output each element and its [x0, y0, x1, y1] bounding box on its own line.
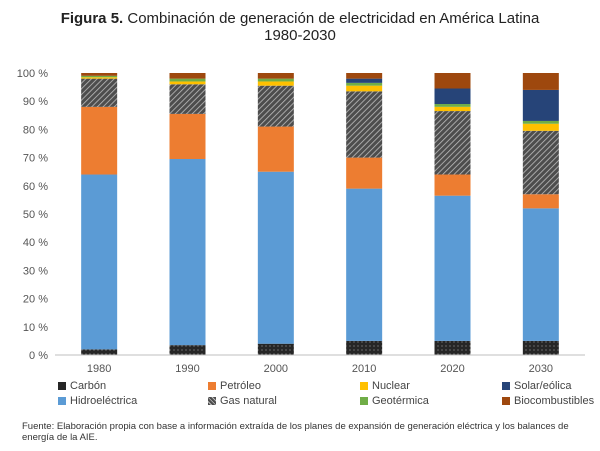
legend-item-gas: Gas natural — [208, 395, 277, 407]
bar-segment-solar-2020 — [434, 88, 471, 105]
bar-segment-geotermica-2030 — [522, 120, 559, 124]
chart-title: Figura 5. Combinación de generación de e… — [0, 10, 600, 44]
bar-segment-petroleo-2020 — [434, 174, 471, 196]
legend-label: Petróleo — [220, 380, 261, 392]
legend-swatch — [208, 397, 216, 405]
bar-segment-gas-1980 — [81, 78, 118, 107]
legend-item-solar: Solar/eólica — [502, 380, 571, 392]
bar-segment-geotermica-2010 — [346, 82, 383, 86]
y-tick-label: 50 % — [23, 209, 48, 221]
x-tick-label: 2020 — [440, 363, 464, 375]
title-text: Combinación de generación de electricida… — [127, 10, 540, 27]
x-tick-label: 2000 — [264, 363, 288, 375]
bar-segment-solar-2010 — [346, 78, 383, 83]
title-years: 1980-2030 — [264, 27, 336, 44]
legend-item-bio: Biocombustibles — [502, 395, 594, 407]
source-note: Fuente: Elaboración propia con base a in… — [22, 421, 569, 443]
legend-swatch — [360, 397, 368, 405]
y-tick-label: 70 % — [23, 153, 48, 165]
figure-label: Figura 5. — [60, 10, 124, 27]
bar-segment-carbon-2030 — [522, 340, 559, 355]
legend-label: Biocombustibles — [514, 395, 595, 407]
legend-label: Geotérmica — [372, 395, 429, 407]
legend-swatch — [208, 382, 216, 390]
bar-segment-bio-1980 — [81, 73, 118, 76]
x-axis: 1980 1990 2000 2010 2020 2030 — [55, 354, 585, 375]
legend-swatch — [58, 397, 66, 405]
bar-segment-hidro-2020 — [434, 195, 471, 341]
y-tick-label: 30 % — [23, 265, 48, 277]
y-tick-label: 40 % — [23, 237, 48, 249]
bar-segment-geotermica-2000 — [257, 78, 294, 82]
bar-segment-hidro-1990 — [169, 159, 206, 346]
legend-item-hidro: Hidroeléctrica — [58, 395, 137, 407]
legend-swatch — [58, 382, 66, 390]
bar-segment-hidro-2010 — [346, 188, 383, 341]
bar-segment-bio-2000 — [257, 73, 294, 79]
bar-segment-hidro-1980 — [81, 174, 118, 350]
y-tick-label: 100 % — [17, 68, 48, 80]
bar-segment-nuclear-2020 — [434, 106, 471, 112]
bar-segment-geotermica-2020 — [434, 104, 471, 107]
legend-label: Carbón — [70, 380, 107, 392]
legend-swatch — [502, 397, 510, 405]
x-tick-label: 1980 — [87, 363, 111, 375]
legend-label: Gas natural — [220, 395, 277, 407]
bar-segment-gas-2020 — [434, 111, 471, 175]
bar-segment-carbon-1980 — [81, 349, 118, 355]
stacked-bar-chart: 0 % 10 % 20 % 30 % 40 % 50 % 60 % 70 % 80 % 90 % 1… — [17, 68, 585, 375]
bar-segment-geotermica-1990 — [169, 78, 206, 82]
y-tick-label: 10 % — [23, 322, 48, 334]
bars — [81, 73, 559, 355]
bar-segment-nuclear-2010 — [346, 85, 383, 92]
legend-item-nuclear: Nuclear — [360, 380, 410, 392]
bar-segment-petroleo-2030 — [522, 194, 559, 209]
y-tick-label: 60 % — [23, 181, 48, 193]
legend-item-geotermica: Geotérmica — [360, 395, 429, 407]
y-axis: 0 % 10 % 20 % 30 % 40 % 50 % 60 % 70 % 80 % 90 % 1… — [17, 68, 48, 362]
bar-segment-bio-2020 — [434, 73, 471, 89]
bar-segment-gas-2030 — [522, 130, 559, 195]
bar-segment-petroleo-2010 — [346, 157, 383, 189]
bar-segment-nuclear-2030 — [522, 123, 559, 131]
bar-segment-bio-2010 — [346, 73, 383, 79]
legend-swatch — [360, 382, 368, 390]
legend-item-carbon: Carbón — [58, 380, 106, 392]
bar-segment-gas-2000 — [257, 85, 294, 127]
legend-label: Solar/eólica — [514, 380, 572, 392]
bar-segment-nuclear-2000 — [257, 81, 294, 86]
bar-segment-nuclear-1980 — [81, 77, 118, 79]
bar-segment-hidro-2030 — [522, 208, 559, 341]
bar-segment-gas-1990 — [169, 84, 206, 114]
legend-label: Hidroeléctrica — [70, 395, 138, 407]
bar-segment-nuclear-1990 — [169, 81, 206, 85]
bar-segment-geotermica-1980 — [81, 75, 118, 78]
y-tick-label: 80 % — [23, 124, 48, 136]
bar-segment-gas-2010 — [346, 91, 383, 158]
bar-segment-petroleo-1990 — [169, 113, 206, 160]
legend-swatch — [502, 382, 510, 390]
legend-label: Nuclear — [372, 380, 410, 392]
bar-segment-bio-2030 — [522, 73, 559, 90]
x-tick-label: 1990 — [175, 363, 199, 375]
bar-segment-carbon-2000 — [257, 343, 294, 355]
x-tick-label: 2030 — [529, 363, 553, 375]
bar-segment-bio-1990 — [169, 73, 206, 79]
bar-segment-carbon-2010 — [346, 340, 383, 355]
bar-segment-petroleo-1980 — [81, 106, 118, 175]
legend-item-petroleo: Petróleo — [208, 380, 261, 392]
bar-segment-hidro-2000 — [257, 171, 294, 344]
bar-segment-solar-2030 — [522, 89, 559, 121]
bar-segment-petroleo-2000 — [257, 126, 294, 172]
x-tick-label: 2010 — [352, 363, 376, 375]
bar-segment-carbon-2020 — [434, 340, 471, 355]
bar-segment-carbon-1990 — [169, 345, 206, 355]
y-tick-label: 0 % — [29, 350, 48, 362]
y-tick-label: 90 % — [23, 96, 48, 108]
y-tick-label: 20 % — [23, 294, 48, 306]
